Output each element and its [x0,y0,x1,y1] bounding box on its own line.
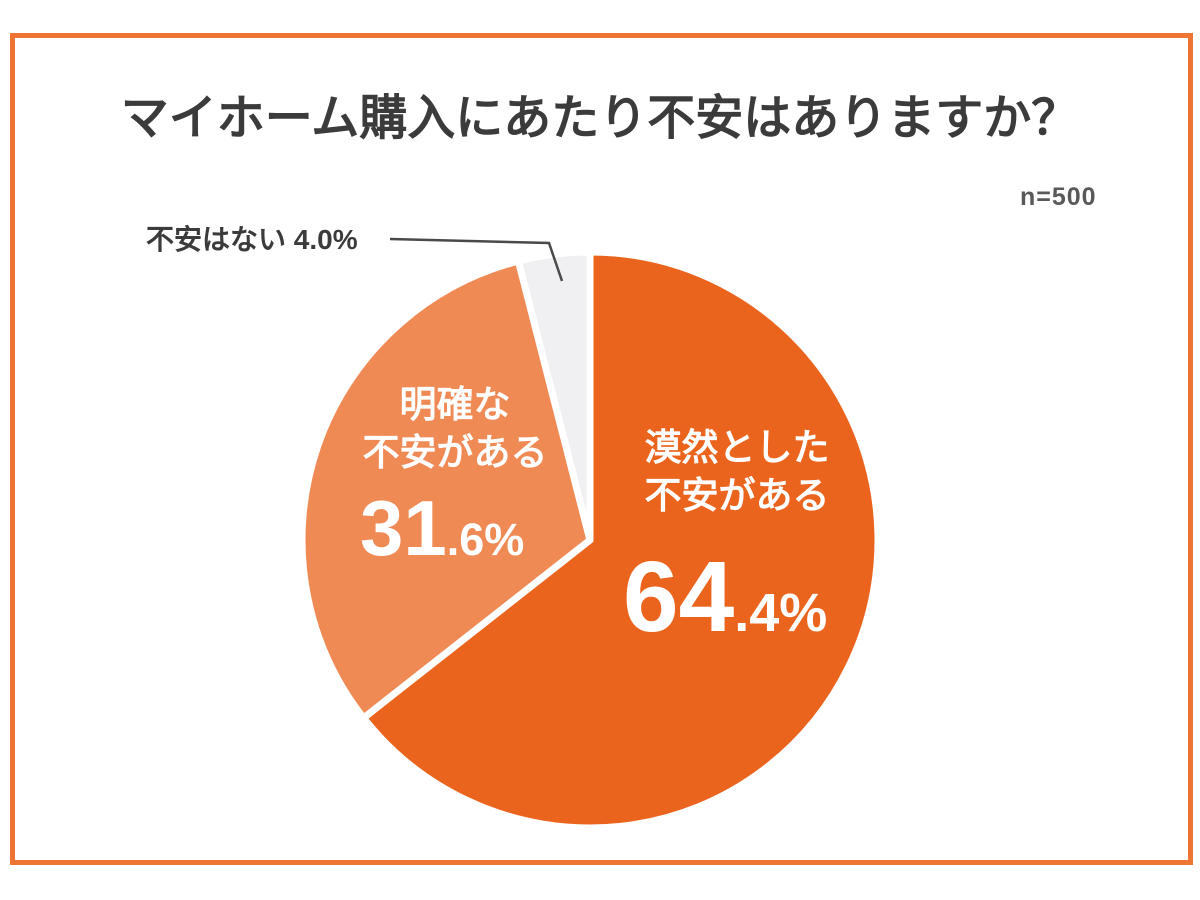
chart-title: マイホーム購入にあたり不安はありますか？ [120,92,1080,145]
slice-label-vague-anxiety: 漠然とした 不安がある [637,424,837,520]
slice-value-vague-anxiety-int: 64 [623,541,735,653]
callout-label-no-anxiety: 不安はない 4.0% [146,224,358,255]
sample-size-label: n=500 [1020,183,1097,211]
slice-label-clear-anxiety-line1: 明確な [399,384,511,425]
slice-label-vague-anxiety-line2: 不安がある [644,475,830,516]
slice-label-clear-anxiety: 明確な 不安がある [355,381,555,477]
slice-label-vague-anxiety-line1: 漠然とした [644,427,830,468]
pie-slice-2 [298,257,594,722]
slice-label-clear-anxiety-line2: 不安がある [362,432,548,473]
slice-value-vague-anxiety-frac: .4% [734,583,828,643]
slice-value-clear-anxiety-int: 31 [360,484,447,572]
slice-value-clear-anxiety-frac: .6% [446,514,525,565]
pie-slice-1 [360,248,882,832]
slice-value-clear-anxiety: 31.6% [360,489,524,567]
callout-line [389,237,564,282]
slice-value-vague-anxiety: 64.4% [623,547,827,647]
pie-slices-group [298,248,882,832]
